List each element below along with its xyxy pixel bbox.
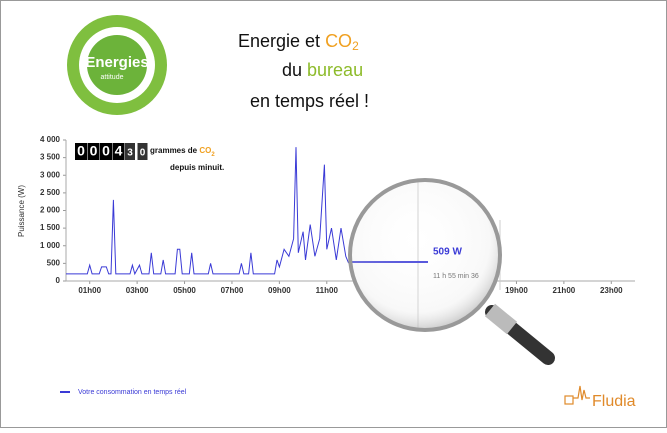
x-tick-label: 23h00 xyxy=(600,286,623,295)
x-tick-label: 03h00 xyxy=(126,286,149,295)
title-co: CO xyxy=(325,31,352,51)
title-line-3: en temps réel ! xyxy=(250,91,369,111)
y-tick-label: 3 500 xyxy=(40,153,61,162)
counter-digit: 0 xyxy=(102,143,110,159)
x-tick-label: 21h00 xyxy=(553,286,576,295)
page: {"header": {"title_1": "Energie et ", "t… xyxy=(0,0,667,433)
tooltip-value: 509 W xyxy=(433,247,462,258)
counter-digit: 0 xyxy=(140,148,146,159)
x-tick-label: 01h00 xyxy=(78,286,101,295)
title-line-2: du bureau xyxy=(282,60,363,80)
lens-rim xyxy=(350,180,500,330)
counter-unit-text: grammes de xyxy=(150,146,199,155)
y-tick-label: 0 xyxy=(56,276,61,285)
counter-since: depuis minuit. xyxy=(170,163,224,172)
counter-digit: 4 xyxy=(115,143,123,159)
y-tick-label: 2 000 xyxy=(40,206,61,215)
title-highlight: bureau xyxy=(307,60,363,80)
logo-text: Energies xyxy=(85,54,148,71)
x-tick-label: 07h00 xyxy=(221,286,244,295)
logo: Energies attitude xyxy=(67,15,167,115)
title-sub: 2 xyxy=(352,39,359,53)
x-tick-label: 09h00 xyxy=(268,286,291,295)
counter-co: CO xyxy=(199,146,211,155)
y-tick-label: 2 500 xyxy=(40,188,61,197)
x-tick-label: 11h00 xyxy=(316,286,339,295)
y-tick-label: 1 500 xyxy=(40,223,61,232)
dashboard: Energies attitude Energie et CO2 du bure… xyxy=(0,0,667,428)
x-tick-label: 05h00 xyxy=(173,286,196,295)
legend-label: Votre consommation en temps réel xyxy=(78,389,187,396)
brand: Fludia xyxy=(592,393,636,410)
title: Energie et CO2 xyxy=(238,31,359,53)
y-tick-label: 1 000 xyxy=(40,241,61,250)
logo-subtext: attitude xyxy=(101,74,124,81)
y-axis-title: Puissance (W) xyxy=(17,185,26,237)
counter-digit: 3 xyxy=(127,148,133,159)
y-tick-label: 3 000 xyxy=(40,170,61,179)
y-tick-label: 4 000 xyxy=(40,135,61,144)
title-part: du xyxy=(282,60,307,80)
y-tick-label: 500 xyxy=(47,258,61,267)
title-part: Energie et xyxy=(238,31,325,51)
counter-digit: 0 xyxy=(90,143,98,159)
x-tick-label: 19h00 xyxy=(505,286,528,295)
counter-digit: 0 xyxy=(77,143,85,159)
tooltip-time: 11 h 55 min 36 xyxy=(433,273,479,280)
